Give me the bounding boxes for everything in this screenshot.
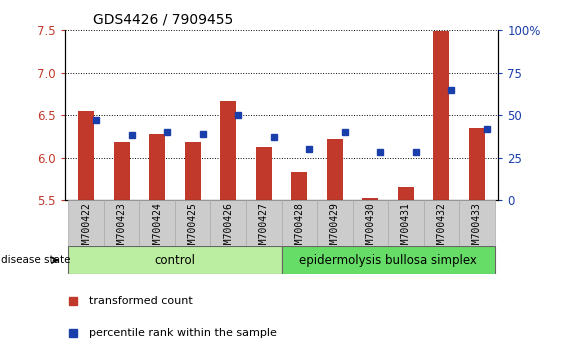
Bar [140, 200, 175, 246]
Text: GSM700429: GSM700429 [330, 202, 340, 255]
Text: control: control [154, 254, 195, 267]
Text: GSM700422: GSM700422 [81, 202, 91, 255]
Bar [398, 187, 414, 200]
Bar [388, 200, 423, 246]
Text: epidermolysis bullosa simplex: epidermolysis bullosa simplex [299, 254, 477, 267]
Bar [256, 147, 272, 200]
Bar [434, 31, 449, 200]
Bar [363, 198, 378, 200]
Text: GSM700427: GSM700427 [259, 202, 269, 255]
Bar [185, 142, 200, 200]
Bar [423, 200, 459, 246]
Bar [149, 134, 165, 200]
Text: GSM700424: GSM700424 [152, 202, 162, 255]
Text: GSM700423: GSM700423 [117, 202, 127, 255]
Bar [246, 200, 282, 246]
Text: GSM700431: GSM700431 [401, 202, 411, 255]
Bar [459, 200, 495, 246]
Text: transformed count: transformed count [88, 296, 193, 306]
Text: GDS4426 / 7909455: GDS4426 / 7909455 [93, 12, 233, 27]
Text: GSM700433: GSM700433 [472, 202, 482, 255]
Text: GSM700426: GSM700426 [223, 202, 233, 255]
Bar [68, 246, 282, 274]
Bar [104, 200, 140, 246]
Text: percentile rank within the sample: percentile rank within the sample [88, 328, 276, 338]
Bar [220, 101, 236, 200]
Bar [317, 200, 352, 246]
Text: GSM700432: GSM700432 [436, 202, 446, 255]
Bar [175, 200, 211, 246]
Text: disease state: disease state [1, 255, 70, 265]
Bar [469, 128, 485, 200]
Bar [291, 172, 307, 200]
Text: GSM700430: GSM700430 [365, 202, 376, 255]
Text: GSM700428: GSM700428 [294, 202, 304, 255]
Bar [282, 246, 495, 274]
Bar [211, 200, 246, 246]
Bar [352, 200, 388, 246]
Bar [78, 111, 94, 200]
Text: GSM700425: GSM700425 [187, 202, 198, 255]
Bar [327, 139, 343, 200]
Bar [282, 200, 317, 246]
Bar [114, 142, 129, 200]
Bar [68, 200, 104, 246]
